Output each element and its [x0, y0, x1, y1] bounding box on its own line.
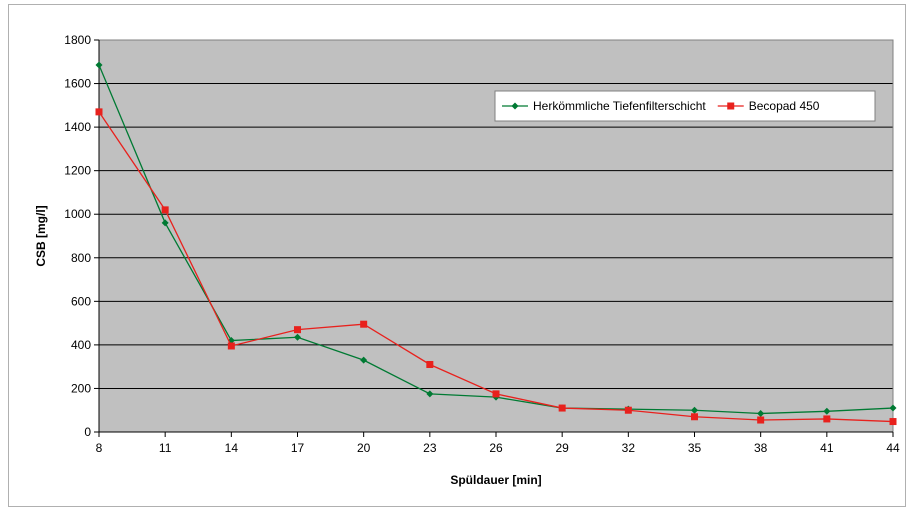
x-axis-title: Spüldauer [min] — [450, 473, 541, 487]
legend-label: Becopad 450 — [749, 99, 820, 113]
x-tick-label: 38 — [754, 441, 768, 455]
y-tick-label: 1400 — [64, 120, 91, 134]
data-point-diamond — [889, 404, 897, 412]
data-point-square — [360, 320, 368, 328]
data-point-square — [757, 416, 765, 424]
legend-marker-diamond — [511, 102, 519, 110]
legend-marker-square — [727, 102, 735, 110]
data-point-square — [492, 390, 500, 398]
y-tick-label: 1000 — [64, 207, 91, 221]
x-tick-label: 29 — [555, 441, 569, 455]
legend: Herkömmliche Tiefenfilterschicht Becopad … — [494, 90, 876, 122]
data-point-square — [95, 108, 103, 116]
y-tick-label: 200 — [71, 381, 91, 395]
x-tick-label: 41 — [820, 441, 834, 455]
y-axis: 0 200 400 600 800 1000 1200 1400 1600 1800 — [64, 33, 100, 439]
data-point-square — [294, 326, 301, 334]
y-tick-label: 600 — [71, 294, 91, 308]
data-point-diamond — [426, 390, 434, 398]
data-point-diamond — [95, 61, 103, 69]
x-tick-label: 44 — [886, 441, 900, 455]
x-tick-label: 32 — [622, 441, 636, 455]
y-tick-label: 1200 — [64, 164, 91, 178]
x-tick-label: 26 — [489, 441, 503, 455]
y-tick-label: 1600 — [64, 77, 91, 91]
y-tick-label: 0 — [84, 425, 91, 439]
y-tick-label: 1800 — [64, 33, 91, 47]
x-tick-label: 20 — [357, 441, 371, 455]
data-point-diamond — [360, 356, 368, 364]
series-lines — [95, 61, 897, 426]
chart-frame — [8, 4, 906, 507]
data-point-diamond — [161, 219, 169, 227]
data-point-square — [227, 342, 235, 350]
data-point-diamond — [691, 406, 698, 414]
data-point-diamond — [823, 407, 831, 415]
y-tick-label: 800 — [71, 251, 91, 265]
data-point-square — [558, 404, 566, 412]
legend-label: Herkömmliche Tiefenfilterschicht — [533, 99, 706, 113]
x-tick-label: 17 — [291, 441, 305, 455]
y-axis-title: CSB [mg/l] — [34, 205, 48, 266]
x-tick-label: 14 — [225, 441, 239, 455]
data-point-square — [624, 406, 632, 414]
legend-box — [494, 90, 876, 122]
x-tick-label: 23 — [423, 441, 437, 455]
data-point-square — [161, 206, 169, 214]
x-tick-label: 11 — [159, 441, 172, 455]
data-point-diamond — [757, 409, 765, 417]
x-tick-label: 35 — [688, 441, 702, 455]
data-point-square — [691, 413, 698, 421]
y-tick-label: 400 — [71, 338, 91, 352]
data-point-diamond — [294, 333, 301, 341]
x-tick-label: 8 — [96, 441, 103, 455]
x-axis: 8 11 14 17 20 23 26 29 32 35 38 41 44 — [96, 431, 900, 455]
data-point-square — [426, 360, 434, 368]
data-point-square — [889, 418, 897, 426]
data-point-square — [823, 415, 831, 423]
